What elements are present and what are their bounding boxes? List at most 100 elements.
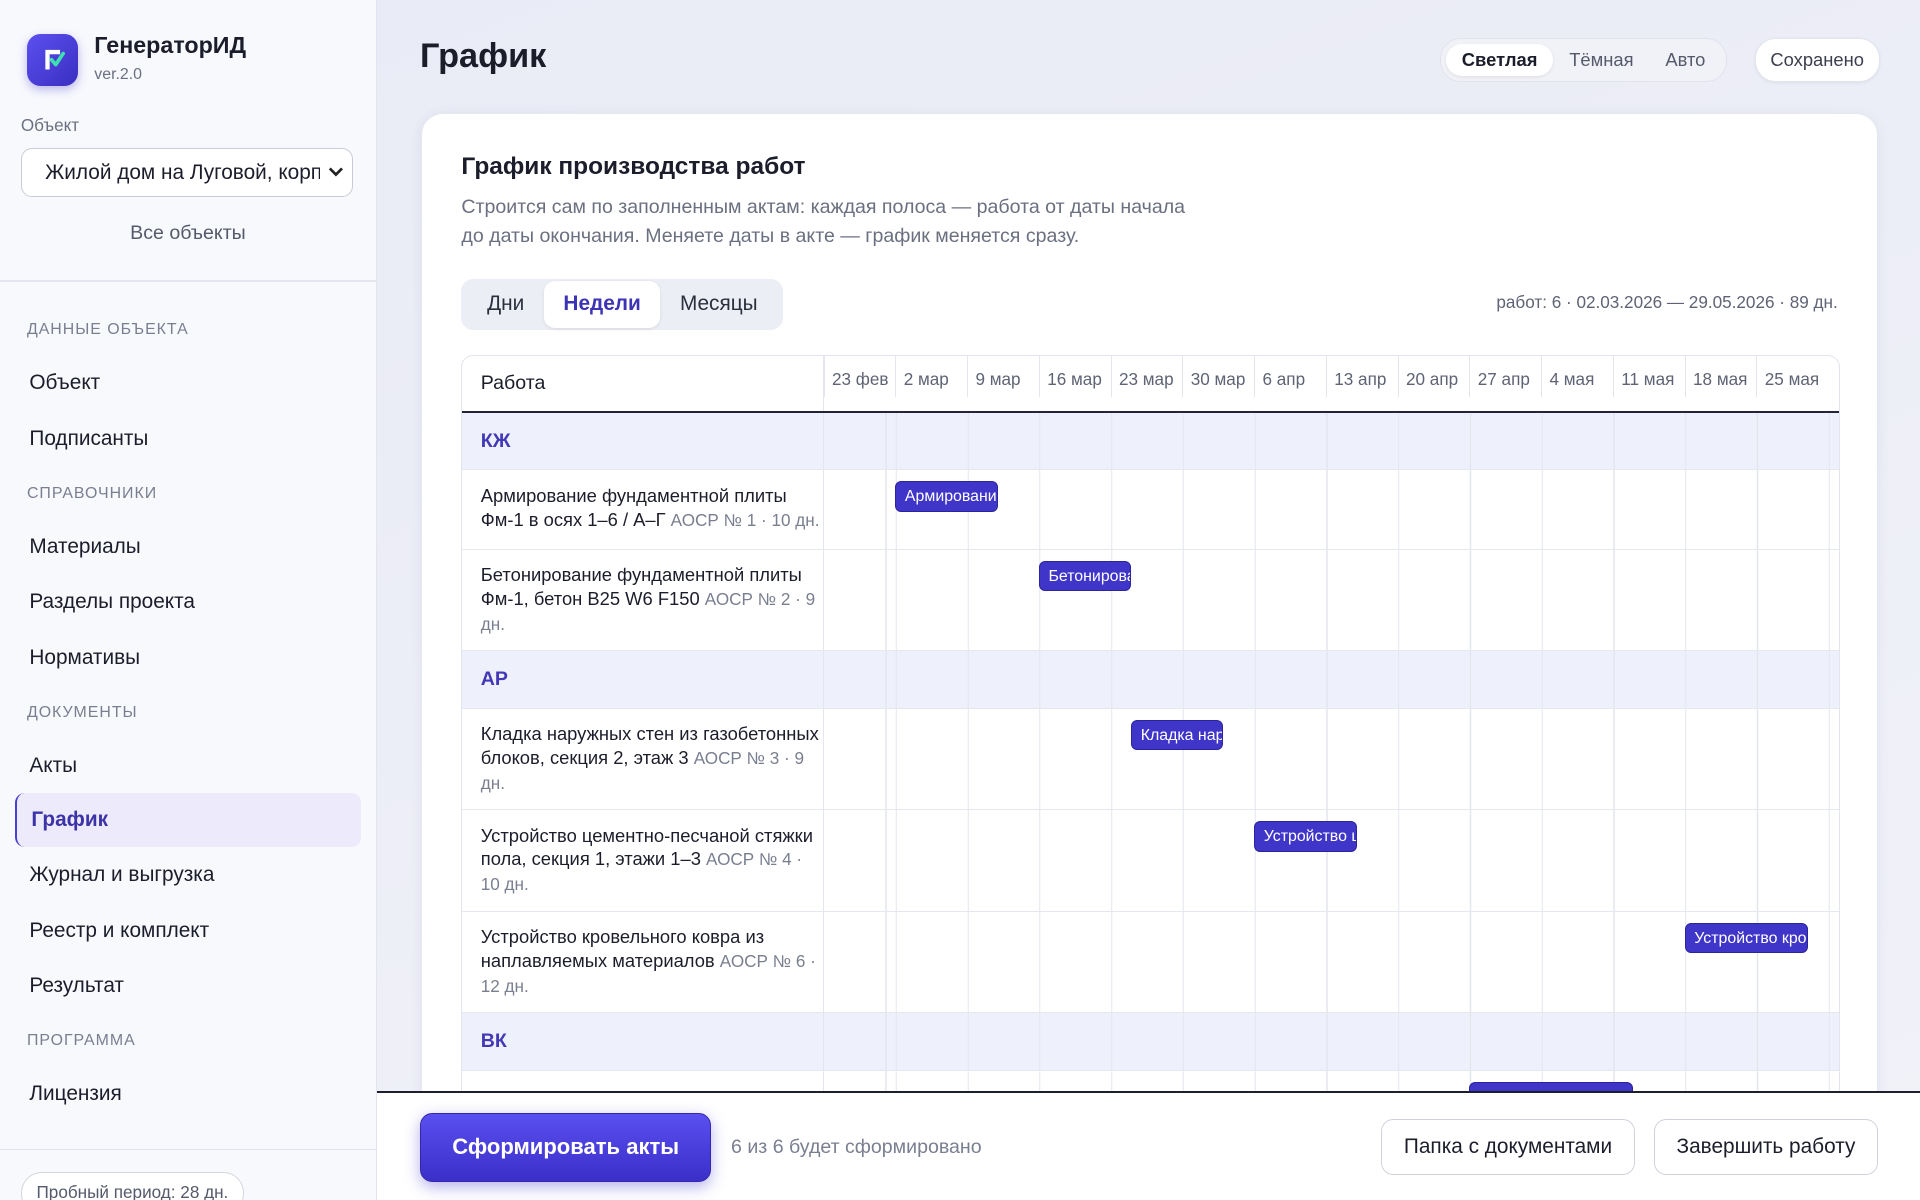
scale-option[interactable]: Дни xyxy=(487,292,525,316)
group-name: ВК xyxy=(462,1013,824,1070)
footer-button[interactable]: Папка с документами xyxy=(1380,1119,1636,1176)
gantt-bar[interactable]: Бетонирование фундаментной плиты Фм-1, б… xyxy=(1038,560,1132,592)
scale-option[interactable]: Недели xyxy=(543,281,661,328)
object-label: Объект xyxy=(20,115,80,136)
nav-item[interactable]: Разделы проекта xyxy=(29,590,195,614)
week-label: 11 мая xyxy=(1612,355,1685,398)
bar-label: Армирование фундаментной плиты Фм-1 в ос… xyxy=(904,488,998,506)
week-label: 23 мар xyxy=(1110,355,1183,398)
bar-label: Устройство цементно-песчаной стяжки пола… xyxy=(1263,828,1356,846)
nav-item[interactable]: Журнал и выгрузка xyxy=(29,863,215,887)
timeline xyxy=(823,412,1839,470)
nav-item[interactable]: Лицензия xyxy=(29,1082,122,1106)
work-title: Устройство кровельного ковра из наплавля… xyxy=(480,926,765,971)
nav-item[interactable]: Реестр и комплект xyxy=(29,918,210,942)
version: ver.2.0 xyxy=(94,66,143,84)
separator xyxy=(0,1148,376,1150)
section-title: ПРОГРАММА xyxy=(26,1032,136,1050)
nav-item[interactable]: Материалы xyxy=(29,534,141,558)
theme-toggle: Светлая Тёмная Авто xyxy=(1440,37,1728,82)
timeline xyxy=(823,651,1839,708)
week-label: 27 апр xyxy=(1469,355,1541,398)
work-cell: Устройство кровельного ковра из наплавля… xyxy=(462,911,824,1013)
timeline: Устройство кровельного ковра из наплавля… xyxy=(823,911,1839,1013)
timeline: Армирование фундаментной плиты Фм-1 в ос… xyxy=(823,470,1839,549)
description: до даты окончания. Меняете даты в акте —… xyxy=(461,225,1080,248)
work-row: Кладка наружных стен из газобетонных бло… xyxy=(462,708,1839,811)
work-cell: Армирование фундаментной плиты Фм-1 в ос… xyxy=(462,470,824,549)
logo xyxy=(26,34,79,86)
column-header: Работа xyxy=(462,355,824,411)
gantt-table: Работа 23 фев 2 мар 9 мар 16 мар 23 мар 30 мар… xyxy=(461,354,1840,1151)
footer-button[interactable]: Завершить работу xyxy=(1653,1119,1879,1176)
gantt-bar[interactable]: Кладка наружных стен из газобетонных бло… xyxy=(1131,719,1224,751)
sidebar: ГенераторИД ver.2.0 Объект Жилой дом на … xyxy=(0,0,377,1200)
work-cell: Бетонирование фундаментной плиты Фм-1, б… xyxy=(462,549,824,651)
gantt-bar[interactable]: Устройство кровельного ковра из наплавля… xyxy=(1684,922,1808,954)
section-title: ДАННЫЕ ОБЪЕКТА xyxy=(26,321,189,339)
work-meta: АОСР № 4 · 10 дн. xyxy=(480,849,803,895)
week-label: 9 мар xyxy=(967,355,1039,398)
timeline: Кладка наружных стен из газобетонных бло… xyxy=(823,708,1839,810)
primary-button[interactable]: Сформировать акты xyxy=(419,1113,712,1182)
work-row: Армирование фундаментной плиты Фм-1 в ос… xyxy=(462,470,1839,550)
object-select[interactable]: Жилой дом на Луговой, корп xyxy=(20,148,353,198)
work-title: Бетонирование фундаментной плиты Фм-1, б… xyxy=(480,564,802,609)
chevron xyxy=(319,166,345,179)
nav-item[interactable]: Подписанты xyxy=(29,426,149,450)
card-title: График производства работ xyxy=(461,152,806,180)
gantt-bar[interactable]: Устройство цементно-песчаной стяжки пола… xyxy=(1254,821,1357,852)
bar-label: Бетонирование фундаментной плиты Фм-1, б… xyxy=(1048,567,1130,585)
work-title: Кладка наружных стен из газобетонных бло… xyxy=(480,722,819,768)
week-label: 20 апр xyxy=(1397,355,1470,398)
nav-item[interactable]: Акты xyxy=(29,753,78,777)
header-row: Работа 23 фев 2 мар 9 мар 16 мар 23 мар 30 мар… xyxy=(462,355,1839,413)
main: График Светлая Тёмная Авто Сохранено Графи… xyxy=(377,0,1920,1200)
card: График производства работ Строится сам п… xyxy=(421,112,1878,1200)
group-row: КЖ xyxy=(462,412,1839,471)
work-cell: Устройство цементно-песчаной стяжки пола… xyxy=(462,810,824,911)
work-meta: АОСР № 6 · 12 дн. xyxy=(480,950,816,996)
bar-label: Кладка наружных стен из газобетонных бло… xyxy=(1140,726,1224,744)
work-cell: Кладка наружных стен из газобетонных бло… xyxy=(462,708,824,810)
timeline: Бетонирование фундаментной плиты Фм-1, б… xyxy=(823,549,1839,651)
theme-option[interactable]: Тёмная xyxy=(1569,48,1634,70)
bar-label: Устройство кровельного ковра из наплавля… xyxy=(1694,929,1807,947)
save-status: Сохранено xyxy=(1754,37,1880,82)
week-label: 6 апр xyxy=(1254,355,1326,398)
group-name: КЖ xyxy=(462,412,824,470)
page-title: График xyxy=(419,36,547,75)
work-meta: АОСР № 2 · 9 дн. xyxy=(480,588,816,634)
work-meta: АОСР № 1 · 10 дн. xyxy=(670,509,820,530)
all-objects-link[interactable]: Все объекты xyxy=(130,221,246,244)
theme-option[interactable]: Авто xyxy=(1665,48,1706,70)
timeline: Устройство цементно-песчаной стяжки пола… xyxy=(823,810,1839,911)
group-row: АР xyxy=(462,651,1839,709)
nav-item[interactable]: График xyxy=(14,793,362,848)
work-row: Устройство кровельного ковра из наплавля… xyxy=(462,911,1839,1014)
footer-buttons: Папка с документами Завершить работу xyxy=(1380,1119,1879,1176)
nav-item[interactable]: Результат xyxy=(29,973,124,997)
work-title: Устройство цементно-песчаной стяжки пола… xyxy=(480,824,813,870)
nav: ДАННЫЕ ОБЪЕКТА Объект Подписанты СПРАВОЧНИК… xyxy=(0,302,376,1121)
week-label: 2 мар xyxy=(895,355,967,398)
week-label: 4 мая xyxy=(1541,355,1613,398)
summary: работ: 6 · 02.03.2026 — 29.05.2026 · 89 … xyxy=(1496,292,1838,313)
timeline xyxy=(823,1013,1839,1070)
section-title: СПРАВОЧНИКИ xyxy=(26,484,158,502)
work-row: Бетонирование фундаментной плиты Фм-1, б… xyxy=(462,549,1839,652)
week-label: 18 мая xyxy=(1684,355,1757,398)
nav-item[interactable]: Объект xyxy=(29,371,101,395)
gantt-bar[interactable]: Армирование фундаментной плиты Фм-1 в ос… xyxy=(895,481,998,512)
separator xyxy=(0,280,376,282)
work-row: Устройство цементно-песчаной стяжки пола… xyxy=(462,810,1839,912)
theme-option[interactable]: Светлая xyxy=(1445,43,1554,76)
nav-item[interactable]: Нормативы xyxy=(29,645,141,669)
scale-option[interactable]: Месяцы xyxy=(679,292,758,316)
object-select-text: Жилой дом на Луговой, корп xyxy=(45,161,323,185)
group-name: АР xyxy=(462,651,824,708)
footer: Сформировать акты 6 из 6 будет сформиров… xyxy=(377,1091,1920,1200)
timeline-header: 23 фев 2 мар 9 мар 16 мар 23 мар 30 мар 6 апр 1… xyxy=(823,355,1839,411)
logo-icon xyxy=(45,50,65,70)
